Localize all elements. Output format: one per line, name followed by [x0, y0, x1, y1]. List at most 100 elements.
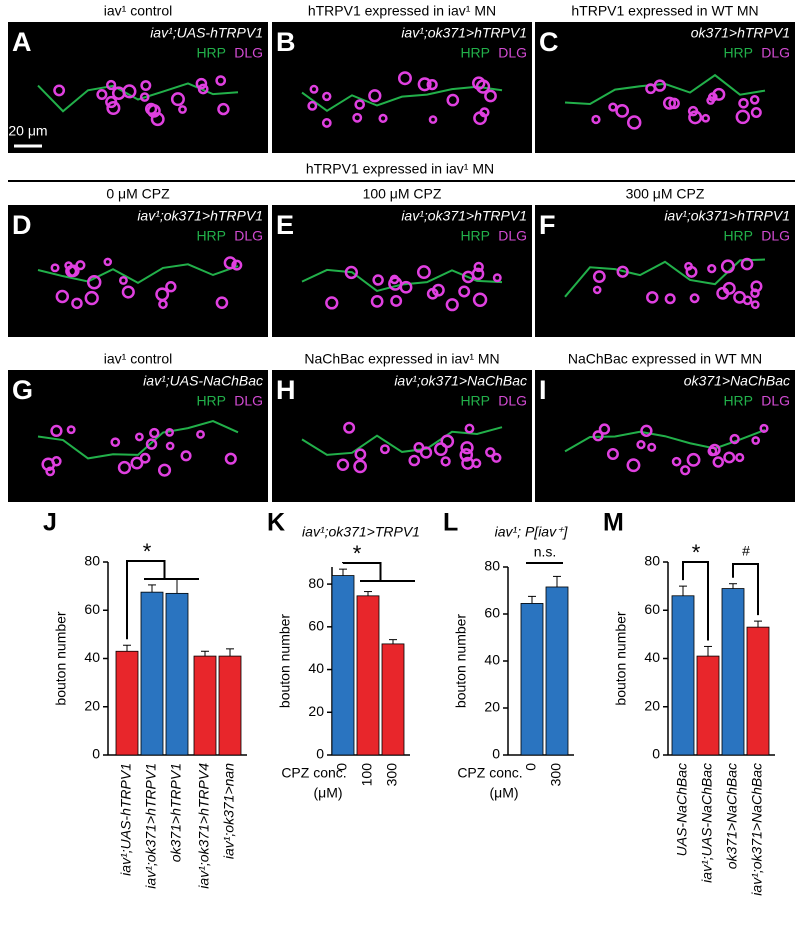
bouton: [472, 292, 488, 307]
bouton: [479, 107, 490, 118]
y-axis-label: bouton number: [53, 611, 69, 706]
bouton: [751, 436, 761, 445]
bouton: [390, 295, 403, 307]
bouton: [615, 103, 630, 118]
chart-title: iav¹;ok371>TRPV1: [302, 524, 420, 540]
bouton: [606, 448, 619, 461]
marker-dlg: DLG: [234, 393, 263, 409]
marker-dlg: DLG: [498, 393, 527, 409]
panel-heading: NaChBac expressed in WT MN: [568, 351, 762, 367]
bouton: [149, 427, 160, 439]
bouton: [121, 285, 135, 299]
bouton: [735, 109, 751, 125]
bouton: [460, 441, 474, 455]
panel-heading: 100 μM CPZ: [363, 186, 442, 202]
panel-heading: 0 μM CPZ: [106, 186, 170, 202]
genotype: iav¹;UAS-hTRPV1: [150, 25, 263, 41]
bouton: [110, 437, 121, 448]
bouton: [750, 288, 760, 298]
bouton: [685, 265, 698, 278]
marker-dlg: DLG: [234, 228, 263, 244]
bouton: [122, 84, 137, 99]
micrograph: [8, 370, 268, 502]
bouton: [50, 424, 63, 438]
bouton: [461, 270, 475, 284]
significance-label: *: [143, 539, 152, 564]
bouton: [464, 423, 475, 434]
genotype: ok371>NaChBac: [684, 373, 790, 389]
bouton: [325, 296, 339, 310]
bouton: [749, 94, 760, 105]
bouton: [134, 432, 144, 442]
bouton: [84, 290, 99, 306]
section-heading: hTRPV1 expressed in iav¹ MN: [306, 161, 494, 177]
genotype: iav¹;ok371>hTRPV1: [401, 208, 527, 224]
x-tick-label: iav¹;ok371>NaChBac: [749, 763, 765, 896]
bouton: [742, 295, 753, 306]
panel-label: M: [603, 509, 624, 537]
axon: [301, 85, 503, 112]
bouton: [353, 459, 367, 474]
genotype: iav¹;ok371>hTRPV1: [137, 208, 263, 224]
bouton: [750, 107, 762, 119]
bouton: [165, 281, 177, 293]
y-tick-label: 20: [84, 697, 100, 713]
y-tick-label: 0: [92, 746, 100, 762]
bouton: [224, 452, 237, 465]
bouton: [428, 115, 438, 124]
bouton: [178, 105, 187, 114]
micrograph: [535, 205, 795, 337]
bouton: [458, 285, 471, 298]
y-tick-label: 20: [308, 703, 324, 719]
panel-label: L: [443, 509, 458, 537]
x-tick-label: iav¹;UAS-NaChBac: [699, 763, 715, 883]
bouton: [370, 295, 384, 308]
marker-hrp: HRP: [723, 393, 753, 409]
x-tick-label: 100: [359, 763, 375, 787]
bouton: [735, 452, 745, 463]
panel-label: I: [539, 375, 547, 405]
marker-hrp: HRP: [196, 393, 226, 409]
marker-dlg: DLG: [498, 228, 527, 244]
panel-label: D: [12, 210, 32, 240]
bouton: [139, 452, 151, 464]
panel-heading: NaChBac expressed in iav¹ MN: [304, 351, 499, 367]
significance-label: *: [353, 541, 362, 566]
bouton: [688, 110, 703, 125]
bouton: [729, 433, 740, 445]
bouton: [215, 75, 227, 86]
panel-label: B: [276, 27, 296, 57]
bouton: [419, 446, 433, 459]
bouton: [75, 260, 86, 271]
micrograph: [8, 205, 268, 337]
bouton: [158, 299, 168, 310]
bouton: [440, 434, 455, 449]
bouton: [53, 84, 66, 97]
bouton: [646, 291, 659, 304]
bouton: [626, 115, 642, 130]
bouton: [354, 99, 366, 110]
scale-bar-label: 20 μm: [8, 123, 47, 139]
bouton: [140, 80, 152, 92]
panel-label: A: [12, 27, 32, 57]
significance-label: *: [692, 540, 701, 565]
bouton: [322, 91, 332, 102]
bouton: [343, 421, 356, 434]
bouton: [689, 293, 700, 304]
y-tick-label: 40: [84, 649, 100, 665]
bouton: [215, 296, 229, 309]
bouton: [139, 92, 150, 102]
bouton: [388, 276, 403, 291]
x-axis-label: (μM): [489, 785, 518, 801]
bar: [115, 650, 139, 756]
y-tick-label: 0: [492, 746, 500, 762]
bouton: [50, 263, 60, 273]
bouton: [223, 256, 237, 270]
bouton: [55, 289, 70, 304]
panel-heading: hTRPV1 expressed in WT MN: [571, 3, 758, 19]
chart-title: iav¹; P[iav⁺]: [495, 524, 569, 540]
bouton: [417, 77, 432, 92]
axon: [37, 82, 239, 113]
y-tick-label: 40: [644, 649, 660, 665]
